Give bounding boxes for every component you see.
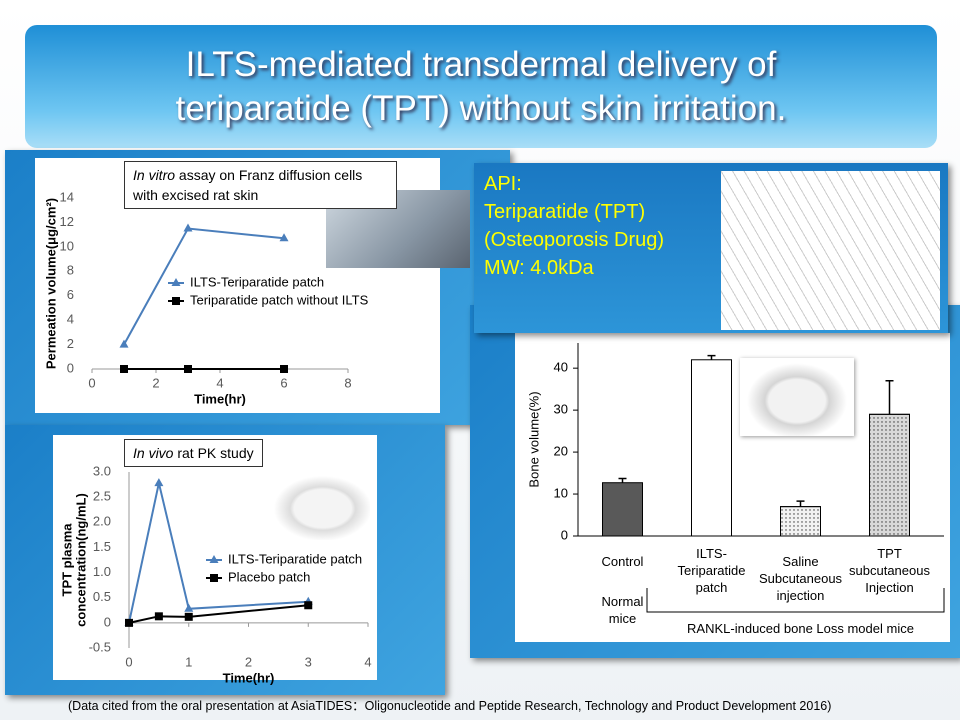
legend-marker xyxy=(171,278,181,286)
annotation: In vivo rat PK study xyxy=(124,439,263,467)
marker xyxy=(183,223,193,232)
bar-pattern xyxy=(780,506,821,537)
legend-label: Teriparatide patch without ILTS xyxy=(190,292,369,307)
api-line: (Osteoporosis Drug) xyxy=(484,229,665,251)
y-tick-label: 0.5 xyxy=(93,589,111,604)
error-bar xyxy=(885,380,894,415)
legend-marker xyxy=(172,297,180,305)
annotation-italic: In vivo xyxy=(133,445,174,461)
bar xyxy=(602,482,643,537)
x-tick-label: 4 xyxy=(364,654,371,669)
y-axis-label: TPT plasma xyxy=(59,523,74,597)
marker xyxy=(184,612,193,621)
footer: (Data cited from the oral presentation a… xyxy=(68,699,832,713)
error-bar xyxy=(618,477,627,483)
annotation: In vitro assay on Franz diffusion cells … xyxy=(124,161,397,209)
marker xyxy=(280,365,288,373)
y-tick-label: 6 xyxy=(67,287,74,302)
series-line xyxy=(128,604,309,624)
legend-label: Placebo patch xyxy=(228,569,310,584)
y-tick-label: 0 xyxy=(561,527,568,542)
y-tick-label: 30 xyxy=(554,402,568,417)
group-label: RANKL-induced bone Loss model mice xyxy=(687,621,914,636)
y-tick-label: 2.5 xyxy=(93,489,111,504)
group-label: Normal mice xyxy=(601,594,644,626)
x-tick-label: 0 xyxy=(88,375,95,390)
x-tick-label: 2 xyxy=(152,375,159,390)
group-bracket xyxy=(646,588,945,613)
annotation-italic: In vitro xyxy=(133,167,176,183)
marker xyxy=(279,233,289,242)
y-tick-label: 4 xyxy=(67,312,74,327)
annotation-text: assay on Franz diffusion cells with exci… xyxy=(133,167,363,203)
y-tick-label: 2 xyxy=(67,336,74,351)
y-tick-label: -0.5 xyxy=(89,639,111,654)
marker xyxy=(184,365,192,373)
y-tick-label: 12 xyxy=(60,214,74,229)
api-line: Teriparatide (TPT) xyxy=(484,201,646,223)
bar xyxy=(691,359,732,537)
legend-label: ILTS-Teriparatide patch xyxy=(190,274,324,289)
x-axis-label: Time(hr) xyxy=(223,670,275,685)
legend-marker xyxy=(209,555,219,563)
error-bar xyxy=(796,500,805,507)
annotation-text: rat PK study xyxy=(177,445,254,461)
api-line: API: xyxy=(484,173,522,195)
marker xyxy=(120,365,128,373)
slide-title: ILTS-mediated transdermal delivery of te… xyxy=(175,44,787,128)
y-tick-label: 10 xyxy=(554,485,568,500)
y-tick-label: 1.0 xyxy=(93,564,111,579)
y-axis-label: Bone volume(%) xyxy=(526,391,541,487)
marker xyxy=(125,618,133,627)
x-axis-label: Time(hr) xyxy=(194,391,246,406)
y-tick-label: 40 xyxy=(554,360,568,375)
y-tick-label: 0 xyxy=(104,614,111,629)
rat-image xyxy=(265,470,370,540)
x-tick-label: ILTS-Teriparatide patch xyxy=(677,546,746,595)
y-tick-label: 3.0 xyxy=(93,463,111,478)
y-axis-label: concentration(ng/mL) xyxy=(73,493,88,627)
x-tick-label: Control xyxy=(601,554,644,569)
x-tick-label: 4 xyxy=(216,375,223,390)
x-tick-label: 1 xyxy=(185,654,192,669)
api-line: MW: 4.0kDa xyxy=(484,257,594,279)
y-tick-label: 2.0 xyxy=(93,514,111,529)
y-tick-label: 1.5 xyxy=(93,539,111,554)
bar-pattern xyxy=(869,413,910,537)
x-tick-label: 3 xyxy=(305,654,312,669)
legend-marker xyxy=(210,574,218,582)
y-tick-label: 8 xyxy=(67,263,74,278)
y-axis-label: Permeation volume(μg/cm²) xyxy=(43,198,58,369)
marker xyxy=(304,601,313,610)
y-tick-label: 10 xyxy=(60,238,74,253)
x-tick-label: Saline Subcutaneous injection xyxy=(758,554,843,603)
x-tick-label: 2 xyxy=(245,654,252,669)
x-tick-label: TPT subcutaneous Injection xyxy=(849,546,930,595)
molecule-image xyxy=(721,171,940,330)
y-tick-label: 0 xyxy=(67,360,74,375)
y-tick-label: 20 xyxy=(554,444,568,459)
x-tick-label: 8 xyxy=(344,375,351,390)
marker xyxy=(154,478,164,487)
marker xyxy=(154,612,163,621)
legend-label: ILTS-Teriparatide patch xyxy=(228,551,362,566)
title-banner: ILTS-mediated transdermal delivery of te… xyxy=(25,25,937,148)
series-line xyxy=(128,482,309,624)
error-bar xyxy=(707,354,716,360)
y-tick-label: 14 xyxy=(60,189,74,204)
x-tick-label: 6 xyxy=(280,375,287,390)
x-tick-label: 0 xyxy=(125,654,132,669)
mouse-image xyxy=(740,358,854,436)
marker xyxy=(184,603,194,612)
marker xyxy=(119,339,129,348)
